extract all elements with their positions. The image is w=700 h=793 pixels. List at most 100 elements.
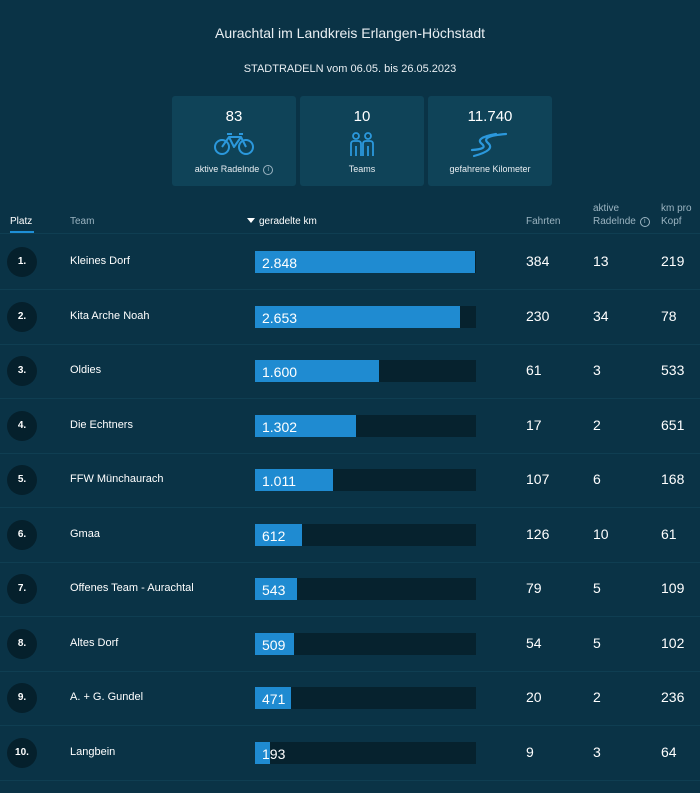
- team-name[interactable]: Altes Dorf: [70, 636, 119, 649]
- team-people-icon: [300, 132, 424, 158]
- km-bar-track: 1.302: [255, 414, 476, 437]
- table-row[interactable]: 10. Langbein 193 9 3 64: [0, 726, 700, 781]
- km-bar-fill: [255, 578, 297, 600]
- fahrten-value: 61: [526, 362, 542, 378]
- stat-value: 10: [353, 108, 371, 125]
- km-bar-fill: [255, 414, 356, 437]
- stat-label: Teams: [348, 164, 376, 174]
- team-name[interactable]: Langbein: [70, 745, 116, 758]
- bicycle-icon: [172, 132, 296, 158]
- fahrten-value: 17: [526, 416, 542, 433]
- rank-badge: 5.: [7, 465, 37, 495]
- km-bar-fill: [255, 360, 379, 382]
- km-bar-fill: [255, 741, 270, 764]
- team-name[interactable]: Oldies: [70, 364, 102, 376]
- rank-badge: 2.: [7, 301, 37, 332]
- km-bar-fill: [255, 687, 291, 709]
- sort-arrow-down-icon: [247, 218, 255, 223]
- table-row[interactable]: 2. Kita Arche Noah 2.653 230 34 78: [0, 290, 700, 345]
- km-value: 193: [262, 745, 286, 762]
- column-header-km-label: geradelte km: [259, 216, 317, 227]
- table-row[interactable]: 8. Altes Dorf 509 54 5 102: [0, 617, 700, 672]
- table-row[interactable]: 9. A. + G. Gundel 471 20 2 236: [0, 671, 700, 726]
- stat-card-kilometers: 11.740 gefahrene Kilometer: [428, 96, 552, 186]
- rank-badge: 6.: [7, 519, 37, 550]
- info-icon[interactable]: i: [263, 165, 274, 175]
- km-bar-track: 509: [255, 632, 476, 655]
- column-header-kopf-line1: km pro: [661, 203, 692, 214]
- kopf-value: 236: [661, 689, 685, 705]
- km-bar-track: 1.600: [255, 360, 476, 382]
- team-name[interactable]: Kleines Dorf: [70, 255, 130, 267]
- column-header-team[interactable]: Team: [70, 216, 95, 227]
- table-row[interactable]: 7. Offenes Team - Aurachtal 543 79 5 109: [0, 562, 700, 617]
- km-value: 1.302: [262, 418, 298, 435]
- page-title: Aurachtal im Landkreis Erlangen-Höchstad…: [214, 25, 486, 41]
- kopf-value: 64: [661, 743, 677, 760]
- table-row[interactable]: 6. Gmaa 612 126 10 61: [0, 508, 700, 563]
- table-row[interactable]: 4. Die Echtners 1.302 17 2 651: [0, 399, 700, 454]
- rank-badge: 1.: [7, 247, 37, 277]
- km-value: 1.600: [262, 364, 298, 380]
- aktive-value: 2: [593, 689, 601, 705]
- kopf-value: 109: [661, 580, 685, 596]
- km-bar-fill: [255, 305, 460, 328]
- km-bar-track: 1.011: [255, 469, 476, 491]
- aktive-value: 2: [593, 416, 601, 433]
- team-name[interactable]: A. + G. Gundel: [70, 691, 144, 703]
- road-icon: [428, 132, 552, 158]
- km-bar-track: 471: [255, 687, 476, 709]
- rank-badge: 4.: [7, 410, 37, 441]
- stat-label: aktive Radelnde: [194, 164, 260, 174]
- fahrten-value: 126: [526, 525, 550, 542]
- stat-card-active-cyclists: 83 aktive Radelnde i: [172, 96, 296, 186]
- km-value: 471: [262, 691, 286, 707]
- aktive-value: 3: [593, 362, 601, 378]
- aktive-value: 34: [593, 307, 609, 324]
- km-bar-track: 193: [255, 741, 476, 764]
- kopf-value: 102: [661, 634, 685, 651]
- column-header-aktive-line2: Radelnde: [593, 216, 636, 227]
- column-header-platz[interactable]: Platz: [10, 216, 33, 227]
- stat-card-teams: 10 Teams: [300, 96, 424, 186]
- team-name[interactable]: Offenes Team - Aurachtal: [70, 582, 194, 594]
- km-bar-fill: [255, 632, 294, 655]
- column-header-kopf-line2: Kopf: [661, 216, 682, 227]
- km-value: 1.011: [262, 473, 296, 489]
- km-bar-fill: [255, 469, 333, 491]
- team-name[interactable]: Die Echtners: [70, 418, 133, 431]
- page-subtitle: STADTRADELN vom 06.05. bis 26.05.2023: [243, 63, 457, 75]
- fahrten-value: 107: [526, 471, 550, 487]
- column-header-km[interactable]: geradelte km: [247, 215, 317, 228]
- fahrten-value: 384: [526, 253, 550, 269]
- aktive-value: 6: [593, 471, 601, 487]
- aktive-value: 13: [593, 253, 609, 269]
- table-row[interactable]: 1. Kleines Dorf 2.848 384 13 219: [0, 235, 700, 290]
- km-bar-fill: [255, 523, 302, 546]
- km-value: 2.848: [262, 255, 298, 271]
- fahrten-value: 230: [526, 307, 550, 324]
- column-header-aktive[interactable]: aktive Radelnde i: [593, 202, 650, 228]
- rank-badge: 8.: [7, 628, 37, 659]
- kopf-value: 78: [661, 307, 677, 324]
- column-header-km-pro-kopf[interactable]: km pro Kopf: [661, 202, 692, 228]
- team-name[interactable]: Kita Arche Noah: [70, 309, 150, 322]
- team-name[interactable]: Gmaa: [70, 527, 100, 540]
- km-value: 2.653: [262, 309, 298, 326]
- column-header-fahrten[interactable]: Fahrten: [526, 216, 561, 227]
- info-icon[interactable]: i: [639, 217, 650, 227]
- kopf-value: 61: [661, 525, 677, 542]
- km-value: 543: [262, 582, 286, 598]
- column-header-aktive-line1: aktive: [593, 203, 620, 214]
- active-sort-underline: [10, 231, 34, 233]
- stat-value: 83: [225, 108, 243, 125]
- aktive-value: 5: [593, 634, 601, 651]
- aktive-value: 10: [593, 525, 609, 542]
- team-name[interactable]: FFW Münchaurach: [70, 473, 164, 485]
- header-divider: [0, 233, 700, 234]
- table-row[interactable]: 5. FFW Münchaurach 1.011 107 6 168: [0, 453, 700, 508]
- stat-value: 11.740: [467, 108, 513, 125]
- rank-badge: 3.: [7, 356, 37, 386]
- aktive-value: 5: [593, 580, 601, 596]
- table-row[interactable]: 3. Oldies 1.600 61 3 533: [0, 344, 700, 399]
